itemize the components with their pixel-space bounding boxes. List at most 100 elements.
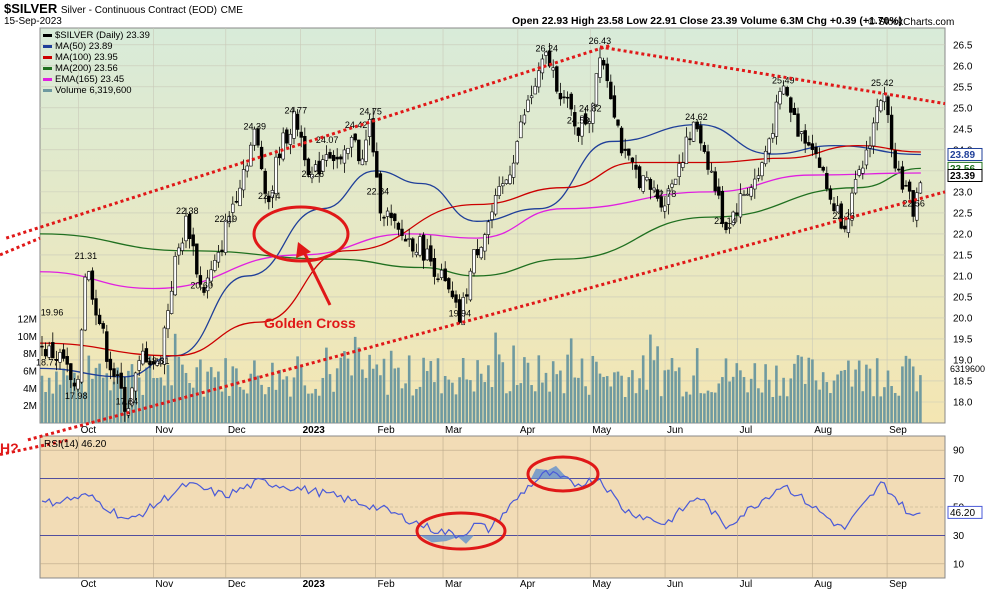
legend-label: $SILVER (Daily) 23.39	[55, 30, 150, 41]
volume-bar	[263, 394, 267, 423]
candle-body	[162, 327, 167, 365]
candle-body	[522, 114, 527, 124]
candle-body	[335, 156, 339, 160]
volume-bar	[191, 387, 195, 423]
candle-body	[328, 152, 332, 159]
volume-bar	[685, 391, 688, 423]
trendline	[599, 45, 946, 106]
candle-body	[681, 162, 685, 168]
candle-body	[691, 121, 696, 142]
volume-bar	[674, 371, 677, 423]
line-icon	[43, 44, 52, 48]
candle-body	[94, 298, 98, 316]
candle-body	[609, 81, 613, 100]
volume-bar	[220, 391, 224, 423]
volume-bar	[47, 377, 51, 423]
candle-body	[108, 358, 113, 371]
volume-bar	[541, 382, 544, 423]
volume-tag-label: 6319600	[950, 364, 985, 374]
volume-bar	[591, 355, 595, 423]
month-label: Jul	[739, 425, 752, 436]
volume-bar	[519, 383, 523, 423]
volume-bar	[317, 395, 321, 423]
candle-body	[763, 150, 768, 165]
candle-body	[274, 156, 278, 194]
volume-bar	[548, 391, 551, 423]
line-icon	[43, 77, 52, 81]
peak-label: 23.26	[301, 169, 324, 179]
volume-bar	[400, 388, 404, 423]
price-tick-label: 18.0	[953, 397, 973, 408]
candle-body	[43, 349, 48, 357]
volume-bar	[487, 365, 490, 423]
volume-bar	[119, 386, 123, 423]
trendline	[27, 190, 946, 442]
candle-body	[403, 238, 408, 242]
candle-body	[159, 359, 163, 365]
volume-bar	[508, 391, 512, 423]
month-label: 2023	[303, 425, 326, 436]
volume-bar	[368, 354, 371, 423]
candle-body	[717, 186, 721, 196]
volume-bar	[105, 373, 109, 423]
volume-bar	[688, 394, 692, 423]
price-tick-label: 24.5	[953, 124, 973, 135]
peak-label: 24.39	[244, 121, 267, 131]
candle-body	[389, 212, 393, 219]
volume-bar	[573, 377, 577, 423]
volume-bar	[73, 372, 76, 423]
volume-bar	[461, 357, 465, 423]
candle-body	[576, 127, 581, 136]
candle-body	[105, 331, 109, 362]
candle-body	[699, 125, 703, 144]
peak-label: 22.56	[902, 198, 925, 208]
volume-bar	[868, 368, 872, 423]
peak-label: 22.38	[176, 206, 199, 216]
candle-body	[51, 342, 55, 359]
peak-label: 24.62	[685, 112, 708, 122]
peak-label: 22.78	[654, 189, 677, 199]
candle-body	[191, 234, 195, 247]
volume-tick-label: 12M	[18, 315, 37, 326]
chart-header: $SILVER Silver - Continuous Contract (EO…	[4, 1, 243, 16]
candle-body	[432, 258, 437, 277]
volume-bar	[433, 382, 436, 423]
candle-body	[663, 205, 667, 212]
volume-bar	[350, 375, 353, 423]
candle-body	[252, 128, 257, 146]
candle-body	[605, 63, 609, 82]
candle-body	[641, 175, 645, 192]
legend-item: $SILVER (Daily) 23.39	[43, 30, 150, 41]
candle-body	[443, 268, 447, 282]
candle-body	[54, 359, 59, 361]
candle-body	[792, 108, 797, 115]
volume-bar	[602, 376, 605, 423]
rsi-series	[41, 465, 921, 544]
candle-body	[634, 164, 638, 170]
candle-body	[673, 178, 678, 185]
instrument-name: Silver - Continuous Contract (EOD)	[60, 5, 218, 16]
volume-bar	[523, 357, 526, 423]
volume-bar	[836, 374, 839, 423]
month-label: Jun	[667, 579, 683, 590]
candle-body	[234, 200, 239, 203]
candle-body	[738, 193, 743, 218]
candle-body	[544, 51, 548, 56]
candle-body	[659, 196, 663, 208]
candle-body	[371, 118, 375, 153]
volume-bar	[667, 369, 670, 423]
candle-body	[760, 162, 764, 177]
volume-bar	[141, 394, 145, 423]
candle-body	[256, 128, 260, 146]
volume-bar	[893, 392, 897, 423]
candle-body	[612, 95, 617, 118]
volume-bar	[613, 372, 616, 423]
watermark: © StockCharts.com	[868, 17, 955, 28]
peak-label: 17.84	[116, 397, 139, 407]
volume-bar	[814, 380, 818, 423]
candle-body	[61, 349, 66, 359]
volume-tick-label: 10M	[18, 332, 37, 343]
candle-body	[447, 278, 451, 290]
candle-body	[475, 249, 480, 256]
volume-bar	[526, 362, 530, 423]
